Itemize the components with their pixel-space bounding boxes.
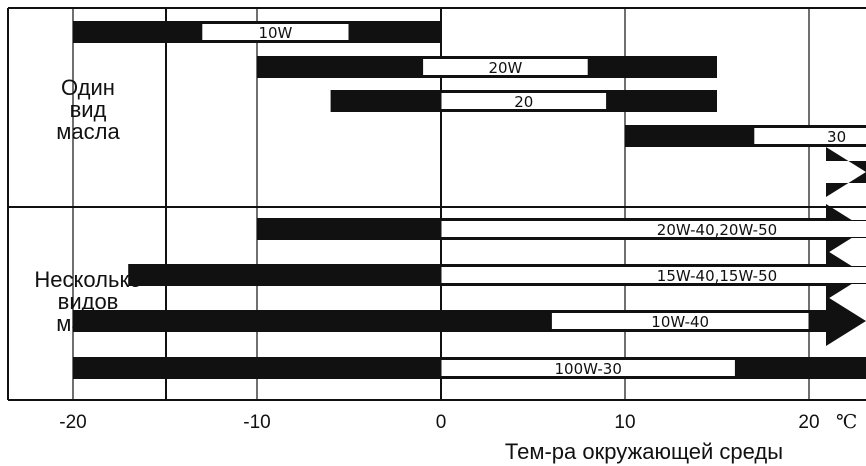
oil-grade-label-box xyxy=(422,58,589,76)
oil-range-bar-arrow xyxy=(826,147,866,197)
oil-range-bar-arrow xyxy=(73,296,866,346)
oil-grade-label: 100W-30 xyxy=(555,360,622,378)
x-axis-unit: ℃ xyxy=(836,411,857,433)
oil-grade-label: 15W-40,15W-50 xyxy=(657,267,777,285)
oil-grade-label: 20W xyxy=(488,59,522,77)
oil-grade-label-box xyxy=(440,359,736,377)
group-label-line: Несколько xyxy=(34,267,141,292)
x-tick-label: 0 xyxy=(436,412,447,433)
group-labels: ОдинвидмаслаНескольковидовмасла xyxy=(34,75,141,336)
x-axis-title: Тем-ра окружающей среды xyxy=(505,439,783,464)
oil-grade-label-box xyxy=(753,127,866,145)
oil-grade-label-box xyxy=(201,23,350,41)
oil-grade-label-box xyxy=(440,266,866,284)
oil-grade-label: 20 xyxy=(514,93,533,111)
x-tick-label: -10 xyxy=(243,412,270,433)
oil-grade-label: 20W-40,20W-50 xyxy=(657,221,777,239)
group-label-line: вид xyxy=(70,97,107,122)
oil-grade-label: 10W xyxy=(258,24,292,42)
x-tick-label: 10 xyxy=(614,412,635,433)
group-label-line: масла xyxy=(56,119,120,144)
oil-grade-label-box xyxy=(440,220,866,238)
group-label-line: видов xyxy=(58,289,119,314)
x-tick-label: -20 xyxy=(59,412,86,433)
oil-grade-label-box xyxy=(550,312,810,330)
x-tick-label: 20 xyxy=(798,412,819,433)
group-label-line: Один xyxy=(61,75,115,100)
oil-grade-label: 30 xyxy=(827,128,846,146)
oil-grade-label: 10W-40 xyxy=(651,313,709,331)
oil-grade-label-box xyxy=(440,92,608,110)
chart-bars: 10W20W20304020W-40,20W-5015W-40,15W-5010… xyxy=(73,21,866,379)
